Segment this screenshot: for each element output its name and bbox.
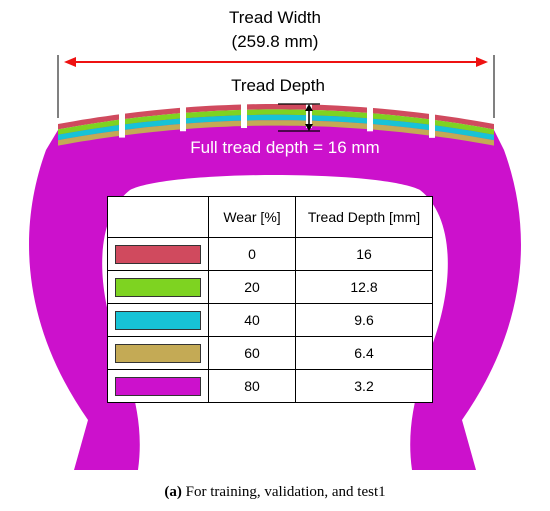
header-tread-depth: Tread Depth [mm]	[295, 196, 433, 238]
tread-depth-title: Tread Depth	[231, 76, 325, 95]
wear-cell: 20	[208, 270, 296, 304]
caption-text: For training, validation, and test1	[181, 484, 386, 500]
tread-width-title: Tread Width	[229, 8, 321, 27]
tread-layers	[58, 104, 494, 146]
tread-groove	[429, 110, 435, 138]
wear-cell: 0	[208, 237, 296, 271]
color-swatch	[115, 376, 201, 396]
header-swatch	[107, 196, 209, 238]
depth-cell: 3.2	[295, 369, 433, 403]
tread-layer-band	[58, 104, 494, 130]
tread-layer-band	[58, 109, 494, 135]
tire-body	[29, 110, 521, 470]
wear-cell: 60	[208, 336, 296, 370]
depth-cell: 16	[295, 237, 433, 271]
tread-width-arrow	[64, 57, 488, 67]
figure-caption: (a) For training, validation, and test1	[0, 484, 550, 501]
full-tread-depth-label: Full tread depth = 16 mm	[190, 138, 380, 157]
table-row: 20 12.8	[107, 270, 433, 304]
tread-layer-band	[58, 120, 494, 146]
caption-label: (a)	[164, 484, 182, 500]
tread-groove	[119, 109, 125, 138]
tread-groove	[241, 100, 247, 129]
tread-layer-band	[58, 114, 494, 141]
wear-cell: 40	[208, 303, 296, 337]
table-header-row: Wear [%] Tread Depth [mm]	[107, 196, 433, 238]
wear-cell: 80	[208, 369, 296, 403]
table-row: 80 3.2	[107, 369, 433, 403]
color-swatch	[115, 310, 201, 330]
depth-cell: 6.4	[295, 336, 433, 370]
wear-legend-table: Wear [%] Tread Depth [mm] 0 16 20 12.8 4…	[107, 196, 433, 403]
tread-depth-arrow	[278, 103, 320, 132]
tread-groove	[180, 103, 186, 132]
table-row: 60 6.4	[107, 336, 433, 370]
table-row: 0 16	[107, 237, 433, 271]
color-swatch	[115, 244, 201, 264]
header-wear: Wear [%]	[208, 196, 296, 238]
table-row: 40 9.6	[107, 303, 433, 337]
depth-cell: 12.8	[295, 270, 433, 304]
tread-groove	[367, 103, 373, 132]
color-swatch	[115, 343, 201, 363]
color-swatch	[115, 277, 201, 297]
tread-width-value: (259.8 mm)	[231, 32, 319, 51]
depth-cell: 9.6	[295, 303, 433, 337]
